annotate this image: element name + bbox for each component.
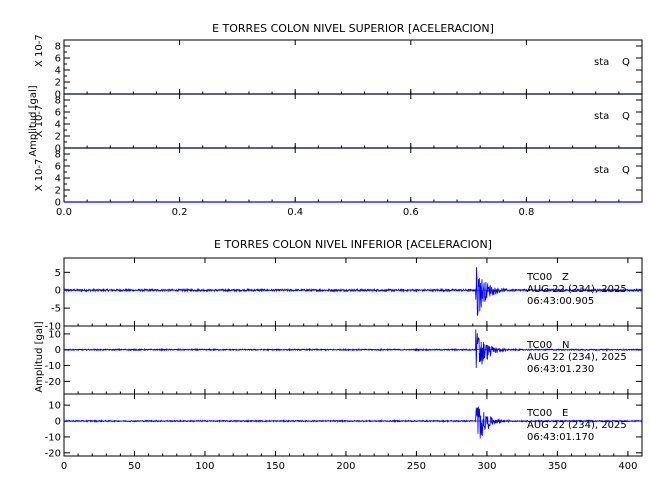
y-tick-label: 5: [55, 268, 61, 279]
y-tick-label: 10: [48, 329, 61, 340]
component-code: Z: [562, 272, 569, 283]
panel-frame: [63, 93, 643, 149]
station-label: sta: [594, 111, 609, 122]
y-tick-label: -10: [45, 361, 61, 372]
x-tick-label: 0.4: [287, 207, 303, 218]
x-tick-label: 0.6: [403, 207, 419, 218]
y-tick-label: 0: [55, 198, 61, 209]
y-tick-label: 2: [55, 132, 61, 143]
x-tick-label: 150: [266, 461, 285, 472]
component-code: N: [562, 340, 569, 351]
y-tick-label: 8: [55, 42, 61, 53]
station-code: TC00: [526, 272, 552, 283]
x-tick-label: 100: [195, 461, 214, 472]
scale-label: X 10-7: [34, 159, 45, 192]
x-tick-label: 0.8: [518, 207, 534, 218]
y-tick-label: 8: [55, 150, 61, 161]
date-label: AUG 22 (234), 2025: [527, 352, 627, 363]
y-tick-label: 2: [55, 186, 61, 197]
x-tick-label: 250: [407, 461, 426, 472]
y-tick-label: 2: [55, 78, 61, 89]
date-label: AUG 22 (234), 2025: [527, 284, 627, 295]
y-tick-label: 0: [55, 345, 61, 356]
y-tick-label: -10: [45, 322, 61, 333]
component-label: Q: [622, 57, 630, 68]
y-tick-label: 4: [55, 66, 61, 77]
y-axis-label: Amplitud [gal]: [34, 321, 45, 392]
station-code: TC00: [526, 408, 552, 419]
station-label: sta: [594, 165, 609, 176]
x-tick-label: 0.2: [172, 207, 188, 218]
scale-label: X 10-7: [34, 105, 45, 138]
y-tick-label: 8: [55, 96, 61, 107]
panel-frame: [63, 147, 643, 203]
station-label: sta: [594, 57, 609, 68]
scale-label: X 10-7: [34, 34, 45, 67]
y-tick-label: -5: [51, 304, 61, 315]
panel-frame: [63, 39, 643, 95]
y-tick-label: -20: [45, 448, 61, 459]
y-axis-label: Amplitud [gal]: [28, 85, 39, 156]
chart-title: E TORRES COLON NIVEL SUPERIOR [ACELERACI…: [212, 22, 494, 35]
x-tick-label: 50: [128, 461, 141, 472]
y-tick-label: -10: [45, 432, 61, 443]
component-label: Q: [622, 165, 630, 176]
panel-frame: [63, 393, 643, 457]
y-tick-label: 0: [55, 286, 61, 297]
x-tick-label: 400: [618, 461, 637, 472]
y-tick-label: 4: [55, 120, 61, 131]
x-tick-label: 0: [61, 461, 67, 472]
y-tick-label: 6: [55, 54, 61, 65]
time-label: 06:43:01.230: [527, 364, 594, 375]
y-tick-label: 6: [55, 108, 61, 119]
x-tick-label: 350: [548, 461, 567, 472]
y-tick-label: 6: [55, 162, 61, 173]
time-label: 06:43:01.170: [527, 432, 594, 443]
date-label: AUG 22 (234), 2025: [527, 420, 627, 431]
x-tick-label: 0.0: [56, 207, 72, 218]
time-label: 06:43:00.905: [527, 296, 594, 307]
station-code: TC00: [526, 340, 552, 351]
chart-title: E TORRES COLON NIVEL INFERIOR [ACELERACI…: [214, 238, 492, 251]
y-tick-label: 10: [48, 401, 61, 412]
y-tick-label: 0: [55, 90, 61, 101]
y-tick-label: 0: [55, 144, 61, 155]
y-tick-label: -20: [45, 377, 61, 388]
y-tick-label: 0: [55, 417, 61, 428]
x-tick-label: 200: [336, 461, 355, 472]
component-code: E: [562, 408, 568, 419]
y-tick-label: 4: [55, 174, 61, 185]
x-tick-label: 300: [477, 461, 496, 472]
component-label: Q: [622, 111, 630, 122]
